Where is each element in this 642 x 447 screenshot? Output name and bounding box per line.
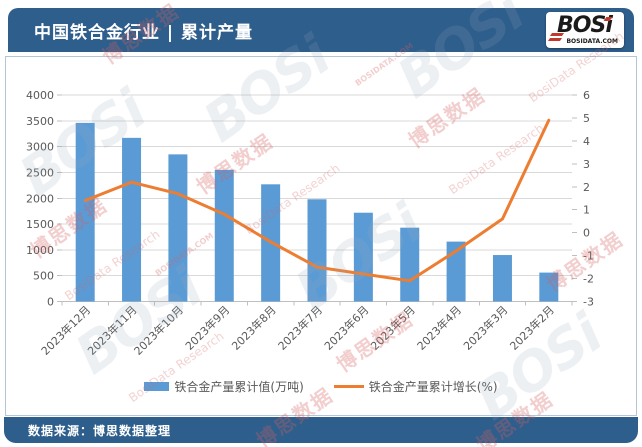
right-axis-label: -1 bbox=[583, 250, 594, 263]
bar-2023年6月 bbox=[353, 212, 373, 302]
left-axis-label: 3000 bbox=[26, 141, 54, 154]
left-axis-label: 2500 bbox=[26, 166, 54, 179]
left-axis-label: 4000 bbox=[26, 89, 54, 102]
bar-2023年2月 bbox=[539, 272, 559, 302]
right-axis-label: -3 bbox=[583, 296, 594, 309]
logo-red-stripe-icon bbox=[549, 33, 565, 36]
x-axis-label: 2023年6月 bbox=[321, 303, 371, 353]
left-axis-label: 0 bbox=[47, 296, 54, 309]
x-axis-label: 2023年10月 bbox=[131, 303, 186, 358]
x-axis-label: 2023年7月 bbox=[275, 303, 325, 353]
right-axis-label: 0 bbox=[583, 227, 590, 240]
header-bar: 中国铁合金行业 | 累计产量 BOSi BOSIDATA.COM bbox=[8, 8, 634, 52]
x-axis-label: 2023年9月 bbox=[182, 303, 232, 353]
right-axis-label: -2 bbox=[583, 273, 594, 286]
combo-chart: 4000 3500 3000 2500 2000 1500 1000 500 0 6 5 4 3 2 1 0 -… bbox=[26, 89, 594, 358]
legend-bar-label: 铁合金产量累计值(万吨) bbox=[174, 379, 304, 394]
page-title: 中国铁合金行业 | 累计产量 bbox=[34, 22, 254, 43]
left-axis-label: 2000 bbox=[26, 192, 54, 205]
legend-item-growth: 铁合金产量累计增长(%) bbox=[333, 378, 498, 395]
bar-2023年10月 bbox=[168, 154, 188, 302]
growth-line bbox=[83, 118, 551, 283]
bar-2023年4月 bbox=[446, 241, 466, 302]
chart-legend: 铁合金产量累计值(万吨) 铁合金产量累计增长(%) bbox=[0, 376, 642, 396]
legend-line-label: 铁合金产量累计增长(%) bbox=[368, 379, 498, 394]
x-axis-label: 2023年3月 bbox=[460, 303, 510, 353]
legend-line-swatch-icon bbox=[333, 384, 364, 388]
left-axis-label: 1000 bbox=[26, 244, 54, 257]
logo-red-stripe-icon bbox=[547, 38, 563, 41]
right-axis-label: 1 bbox=[583, 204, 590, 217]
left-axis-label: 1500 bbox=[26, 218, 54, 231]
bar-2023年9月 bbox=[214, 169, 234, 302]
right-axis-label: 2 bbox=[583, 181, 590, 194]
bar-2023年5月 bbox=[400, 227, 420, 302]
x-axis-label: 2023年4月 bbox=[414, 303, 464, 353]
footer-bar: 数据来源：博思数据整理 bbox=[4, 417, 638, 443]
bar-2023年3月 bbox=[492, 255, 512, 302]
legend-item-production: 铁合金产量累计值(万吨) bbox=[144, 378, 304, 395]
right-axis-label: 3 bbox=[583, 158, 590, 171]
x-axis-label: 2023年5月 bbox=[368, 303, 418, 353]
right-axis-label: 5 bbox=[583, 112, 590, 125]
bar-2023年7月 bbox=[307, 199, 327, 302]
bosi-logo: BOSi BOSIDATA.COM bbox=[546, 12, 624, 48]
left-axis-label: 3500 bbox=[26, 115, 54, 128]
x-axis-label: 2023年8月 bbox=[229, 303, 279, 353]
right-axis-label: 6 bbox=[583, 89, 590, 102]
legend-bar-swatch-icon bbox=[144, 381, 170, 391]
bar-2023年11月 bbox=[122, 137, 142, 302]
bosi-logo-domain: BOSIDATA.COM bbox=[566, 38, 618, 45]
bosi-logo-text: BOSi bbox=[557, 13, 613, 38]
data-source-label: 数据来源：博思数据整理 bbox=[28, 423, 172, 438]
bar-2023年12月 bbox=[75, 122, 95, 302]
right-axis-label: 4 bbox=[583, 135, 590, 148]
left-axis-label: 500 bbox=[33, 270, 54, 283]
x-axis-label: 2023年2月 bbox=[507, 303, 557, 353]
